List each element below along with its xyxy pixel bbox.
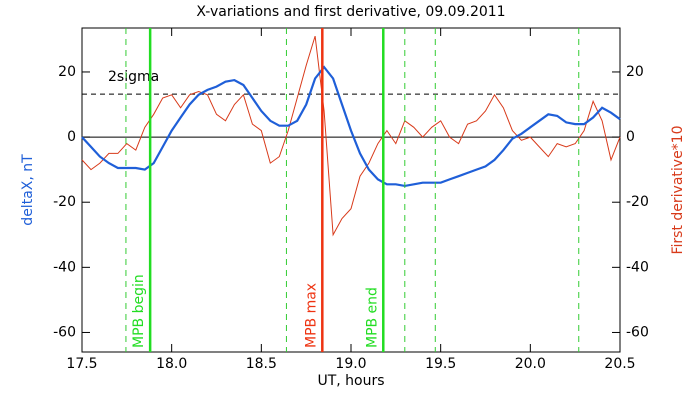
y2-tick-label: -40 xyxy=(626,259,649,275)
y-tick-label: -40 xyxy=(53,259,76,275)
y-tick-label: -20 xyxy=(53,194,76,210)
x-tick-label: 18.0 xyxy=(156,356,187,372)
y-axis-label: deltaX, nT xyxy=(20,154,36,226)
y2-axis-label: First derivative*10 xyxy=(670,125,686,254)
y-tick-label: 20 xyxy=(58,64,76,80)
x-tick-label: 19.5 xyxy=(425,356,456,372)
reference-label: 2sigma xyxy=(108,69,159,85)
chart-title: X-variations and first derivative, 09.09… xyxy=(196,4,505,20)
event-label: MPB begin xyxy=(131,274,147,348)
x-tick-label: 17.5 xyxy=(66,356,97,372)
y2-tick-label: 0 xyxy=(626,129,635,145)
x-axis-label: UT, hours xyxy=(317,373,384,389)
y2-tick-label: -20 xyxy=(626,194,649,210)
y-tick-label: -60 xyxy=(53,324,76,340)
event-label: MPB max xyxy=(303,283,319,348)
y-tick-label: 0 xyxy=(67,129,76,145)
data-line xyxy=(81,65,621,188)
event-label: MPB end xyxy=(364,287,380,348)
plot-frame xyxy=(81,27,621,353)
x-tick-label: 19.0 xyxy=(335,356,366,372)
y2-tick-label: -60 xyxy=(626,324,649,340)
x-tick-label: 20.0 xyxy=(515,356,546,372)
x-tick-label: 18.5 xyxy=(246,356,277,372)
y2-tick-label: 20 xyxy=(626,64,644,80)
x-tick-label: 20.5 xyxy=(604,356,635,372)
data-line xyxy=(81,35,621,237)
